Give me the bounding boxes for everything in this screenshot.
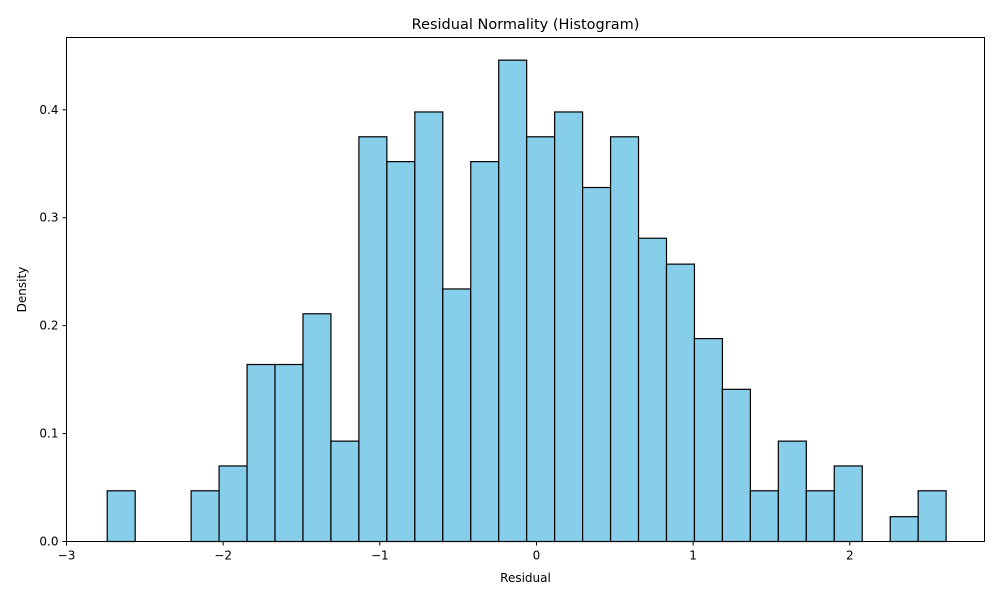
- histogram-bar: [777, 440, 807, 543]
- y-tick-label: 0.2: [39, 319, 58, 333]
- x-tick-label: 1: [689, 549, 697, 563]
- histogram-bar: [218, 465, 248, 543]
- ticks-group: −3 −2 −1 0 1 2 0.0 0.1 0.2 0.3 0.4: [39, 103, 853, 563]
- histogram-bar: [442, 288, 472, 543]
- histogram-bar: [582, 186, 612, 543]
- x-tick-label: 0: [533, 549, 541, 563]
- histogram-bar: [358, 136, 388, 543]
- x-tick-label: −1: [371, 549, 389, 563]
- histogram-bar: [190, 490, 220, 543]
- y-tick-label: 0.0: [39, 535, 58, 549]
- plot-frame: [66, 37, 985, 542]
- histogram-bar: [889, 516, 919, 543]
- x-tick-label: −2: [214, 549, 232, 563]
- histogram-bar: [665, 263, 696, 543]
- histogram-bar: [693, 338, 724, 543]
- histogram-bar: [302, 313, 332, 543]
- histogram-bar: [637, 237, 668, 543]
- histogram-bar: [330, 440, 360, 543]
- histogram-bar: [917, 490, 947, 543]
- x-tick-label: −3: [58, 549, 76, 563]
- histogram-bar: [554, 111, 584, 543]
- histogram-bar: [833, 465, 863, 543]
- histogram-bar: [414, 111, 444, 543]
- y-tick-label: 0.4: [39, 103, 58, 117]
- x-tick-label: 2: [846, 549, 854, 563]
- histogram-bar: [721, 388, 751, 543]
- x-axis-label: Residual: [500, 571, 551, 585]
- histogram-bar: [274, 363, 304, 543]
- chart-title: Residual Normality (Histogram): [412, 17, 640, 33]
- histogram-bar: [106, 490, 136, 543]
- bars-group: [106, 59, 947, 543]
- histogram-bar: [749, 490, 779, 543]
- histogram-bar: [498, 59, 528, 543]
- histogram-bar: [805, 490, 835, 543]
- histogram-bar: [526, 136, 556, 543]
- y-tick-label: 0.1: [39, 427, 58, 441]
- y-tick-label: 0.3: [39, 211, 58, 225]
- histogram-bar: [470, 161, 500, 543]
- histogram-bar: [246, 363, 276, 543]
- histogram-bar: [609, 136, 640, 543]
- y-axis-label: Density: [15, 267, 29, 313]
- histogram-bar: [386, 161, 416, 543]
